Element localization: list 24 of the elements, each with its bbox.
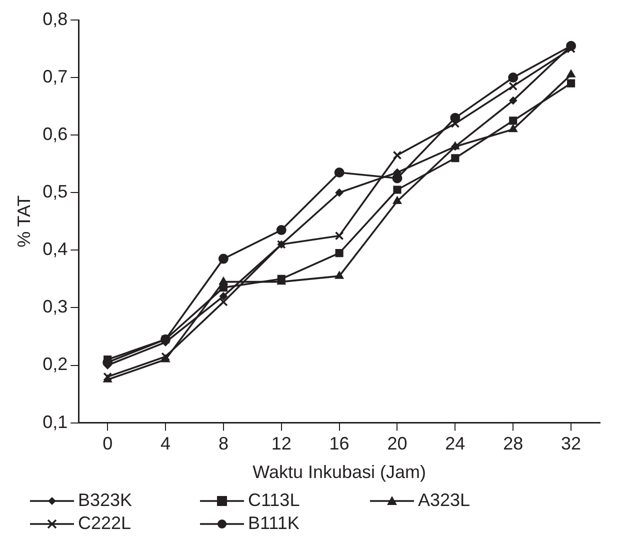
y-tick-label: 0,5: [42, 182, 68, 202]
x-tick-label: 12: [271, 434, 292, 454]
x-tick-label: 20: [387, 434, 408, 454]
legend-label: C222L: [78, 513, 132, 534]
x-tick-label: 4: [160, 434, 171, 454]
x-tick-label: 0: [102, 434, 113, 454]
y-tick-label: 0,2: [42, 354, 68, 374]
x-tick-label: 8: [218, 434, 228, 454]
x-tick-label: 32: [561, 434, 582, 454]
x-tick-label: 24: [445, 434, 466, 454]
y-tick-label: 0,4: [42, 239, 68, 260]
x-tick-label: 28: [503, 434, 524, 454]
x-axis-title: Waktu Inkubasi (Jam): [252, 462, 426, 482]
legend-label: B323K: [78, 490, 132, 511]
y-tick-label: 0,8: [42, 8, 68, 29]
y-tick-label: 0,1: [42, 412, 68, 432]
y-tick-label: 0,3: [42, 296, 68, 317]
y-axis-title: % TAT: [14, 195, 34, 248]
legend-label: B111K: [248, 513, 300, 534]
y-tick-label: 0,6: [42, 124, 68, 144]
x-tick-label: 16: [329, 434, 350, 454]
y-tick-label: 0,7: [42, 66, 68, 87]
legend-label: C113L: [248, 490, 300, 511]
legend-label: A323L: [418, 490, 470, 511]
